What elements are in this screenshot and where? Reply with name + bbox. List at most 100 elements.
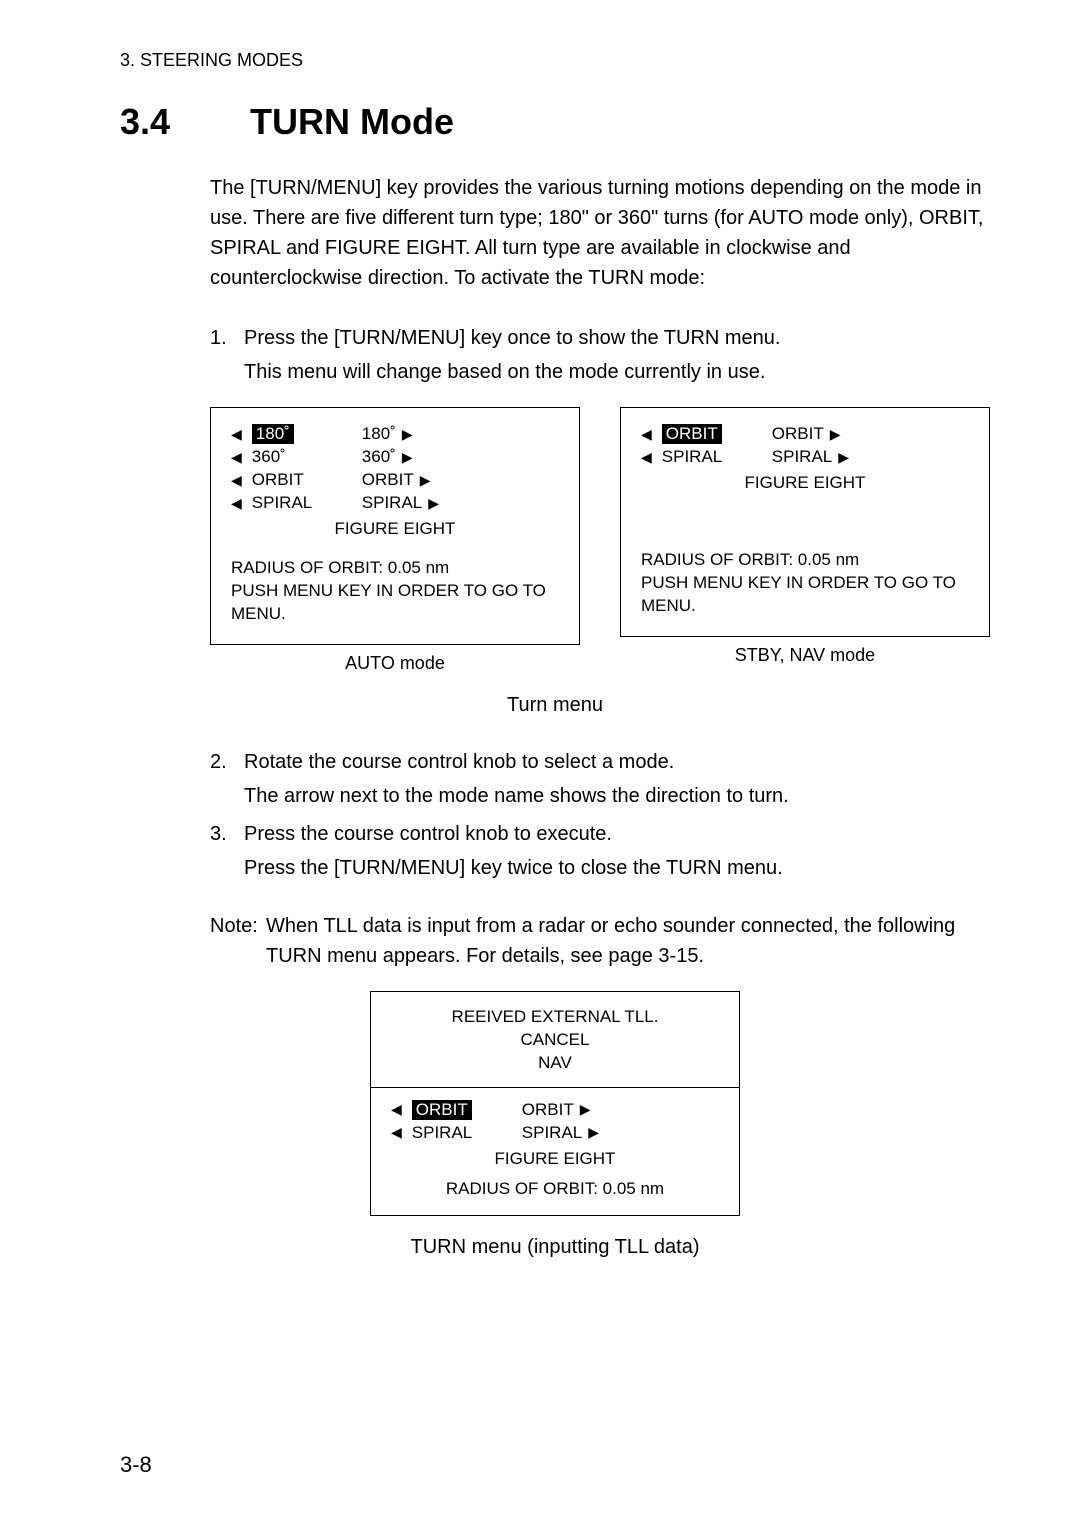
tll-line1: REEIVED EXTERNAL TLL. (381, 1006, 729, 1029)
opt-left: 360˚ (252, 447, 362, 467)
step-sub: This menu will change based on the mode … (244, 357, 990, 387)
triangle-left-icon: ◀ (391, 1124, 402, 1141)
spacer (641, 511, 969, 549)
opt-left: SPIRAL (412, 1123, 522, 1143)
step-body: Press the course control knob to execute… (244, 819, 990, 883)
triangle-left-icon: ◀ (641, 449, 652, 466)
opt-row-360: ◀ 360˚ 360˚ ▶ (231, 447, 559, 467)
auto-caption: AUTO mode (210, 653, 580, 674)
opt-right: ORBIT ▶ (772, 424, 841, 444)
step-list: 1. Press the [TURN/MENU] key once to sho… (210, 323, 990, 387)
triangle-right-icon: ▶ (428, 495, 439, 512)
opt-label: ORBIT (252, 470, 304, 490)
opt-label: ORBIT (362, 470, 414, 490)
opt-row-orbit: ◀ ORBIT ORBIT ▶ (231, 470, 559, 490)
step-number: 3. (210, 819, 244, 883)
step-list-2: 2. Rotate the course control knob to sel… (210, 747, 990, 883)
step-1: 1. Press the [TURN/MENU] key once to sho… (210, 323, 990, 387)
opt-right: SPIRAL ▶ (362, 493, 439, 513)
opt-label: SPIRAL (412, 1123, 472, 1143)
step-main: Rotate the course control knob to select… (244, 747, 990, 777)
intro-paragraph: The [TURN/MENU] key provides the various… (210, 173, 990, 293)
page-header: 3. STEERING MODES (120, 50, 990, 71)
figure-eight-label: FIGURE EIGHT (391, 1149, 719, 1169)
opt-label: ORBIT (772, 424, 824, 444)
triangle-right-icon: ▶ (402, 426, 413, 443)
triangle-left-icon: ◀ (391, 1101, 402, 1118)
triangle-left-icon: ◀ (641, 426, 652, 443)
opt-label: 360˚ (362, 447, 396, 467)
step-body: Rotate the course control knob to select… (244, 747, 990, 811)
triangle-right-icon: ▶ (420, 472, 431, 489)
opt-row-orbit: ◀ ORBIT ORBIT ▶ (391, 1100, 719, 1120)
turn-menu-caption: Turn menu (120, 694, 990, 717)
tll-bottom: ◀ ORBIT ORBIT ▶ ◀ SPIRAL SPIRAL ▶ FIGURE E… (371, 1088, 739, 1215)
opt-label-hl: ORBIT (662, 424, 722, 444)
triangle-left-icon: ◀ (231, 449, 242, 466)
step-2: 2. Rotate the course control knob to sel… (210, 747, 990, 811)
opt-label: SPIRAL (662, 447, 722, 467)
stby-options: ◀ ORBIT ORBIT ▶ ◀ SPIRAL SPIRAL ▶ FIGURE E… (641, 424, 969, 493)
stby-msg: RADIUS OF ORBIT: 0.05 nm PUSH MENU KEY I… (641, 549, 969, 618)
opt-label: ORBIT (522, 1100, 574, 1120)
triangle-right-icon: ▶ (588, 1124, 599, 1141)
triangle-left-icon: ◀ (231, 426, 242, 443)
figure-eight-label: FIGURE EIGHT (641, 473, 969, 493)
opt-label-hl: ORBIT (412, 1100, 472, 1120)
tll-menu-box: REEIVED EXTERNAL TLL. CANCEL NAV ◀ ORBIT… (370, 991, 740, 1216)
triangle-left-icon: ◀ (231, 472, 242, 489)
note-text: When TLL data is input from a radar or e… (266, 911, 990, 971)
figure-eight-label: FIGURE EIGHT (231, 519, 559, 539)
opt-row-spiral: ◀ SPIRAL SPIRAL ▶ (391, 1123, 719, 1143)
triangle-right-icon: ▶ (580, 1101, 591, 1118)
opt-label-hl: 180˚ (252, 424, 294, 444)
opt-right: 180˚ ▶ (362, 424, 413, 444)
triangle-right-icon: ▶ (830, 426, 841, 443)
opt-right: ORBIT ▶ (362, 470, 431, 490)
step-main: Press the [TURN/MENU] key once to show t… (244, 323, 990, 353)
stby-menu-box: ◀ ORBIT ORBIT ▶ ◀ SPIRAL SPIRAL ▶ FIGURE E… (620, 407, 990, 637)
step-body: Press the [TURN/MENU] key once to show t… (244, 323, 990, 387)
step-number: 1. (210, 323, 244, 387)
opt-label: SPIRAL (772, 447, 832, 467)
section-title-text: TURN Mode (250, 101, 454, 142)
radius-text: RADIUS OF ORBIT: 0.05 nm (391, 1179, 719, 1199)
tll-line3: NAV (381, 1052, 729, 1075)
opt-left: SPIRAL (662, 447, 772, 467)
opt-right: SPIRAL ▶ (772, 447, 849, 467)
step-3: 3. Press the course control knob to exec… (210, 819, 990, 883)
triangle-left-icon: ◀ (231, 495, 242, 512)
menu-boxes-row: ◀ 180˚ 180˚ ▶ ◀ 360˚ 360˚ ▶ ◀ ORBIT ORBIT ▶… (210, 407, 990, 674)
opt-label: SPIRAL (522, 1123, 582, 1143)
tll-caption: TURN menu (inputting TLL data) (120, 1236, 990, 1259)
opt-right: ORBIT ▶ (522, 1100, 591, 1120)
tll-line2: CANCEL (381, 1029, 729, 1052)
note-label: Note: (210, 911, 266, 971)
radius-text: RADIUS OF ORBIT: 0.05 nm (231, 557, 559, 580)
opt-label: SPIRAL (252, 493, 312, 513)
radius-text: RADIUS OF ORBIT: 0.05 nm (641, 549, 969, 572)
stby-menu-wrapper: ◀ ORBIT ORBIT ▶ ◀ SPIRAL SPIRAL ▶ FIGURE E… (620, 407, 990, 674)
opt-label: 360˚ (252, 447, 286, 467)
step-main: Press the course control knob to execute… (244, 819, 990, 849)
opt-row-spiral: ◀ SPIRAL SPIRAL ▶ (641, 447, 969, 467)
opt-row-orbit: ◀ ORBIT ORBIT ▶ (641, 424, 969, 444)
opt-right: 360˚ ▶ (362, 447, 413, 467)
tll-top: REEIVED EXTERNAL TLL. CANCEL NAV (371, 992, 739, 1087)
step-sub: Press the [TURN/MENU] key twice to close… (244, 853, 990, 883)
auto-options: ◀ 180˚ 180˚ ▶ ◀ 360˚ 360˚ ▶ ◀ ORBIT ORBIT ▶… (231, 424, 559, 539)
opt-right: SPIRAL ▶ (522, 1123, 599, 1143)
triangle-right-icon: ▶ (402, 449, 413, 466)
opt-label: SPIRAL (362, 493, 422, 513)
stby-caption: STBY, NAV mode (620, 645, 990, 666)
opt-row-spiral: ◀ SPIRAL SPIRAL ▶ (231, 493, 559, 513)
opt-row-180: ◀ 180˚ 180˚ ▶ (231, 424, 559, 444)
step-sub: The arrow next to the mode name shows th… (244, 781, 990, 811)
section-heading: 3.4 TURN Mode (120, 101, 990, 143)
triangle-right-icon: ▶ (838, 449, 849, 466)
opt-left: 180˚ (252, 424, 362, 444)
opt-label: 180˚ (362, 424, 396, 444)
opt-left: ORBIT (662, 424, 772, 444)
auto-menu-wrapper: ◀ 180˚ 180˚ ▶ ◀ 360˚ 360˚ ▶ ◀ ORBIT ORBIT ▶… (210, 407, 580, 674)
step-number: 2. (210, 747, 244, 811)
